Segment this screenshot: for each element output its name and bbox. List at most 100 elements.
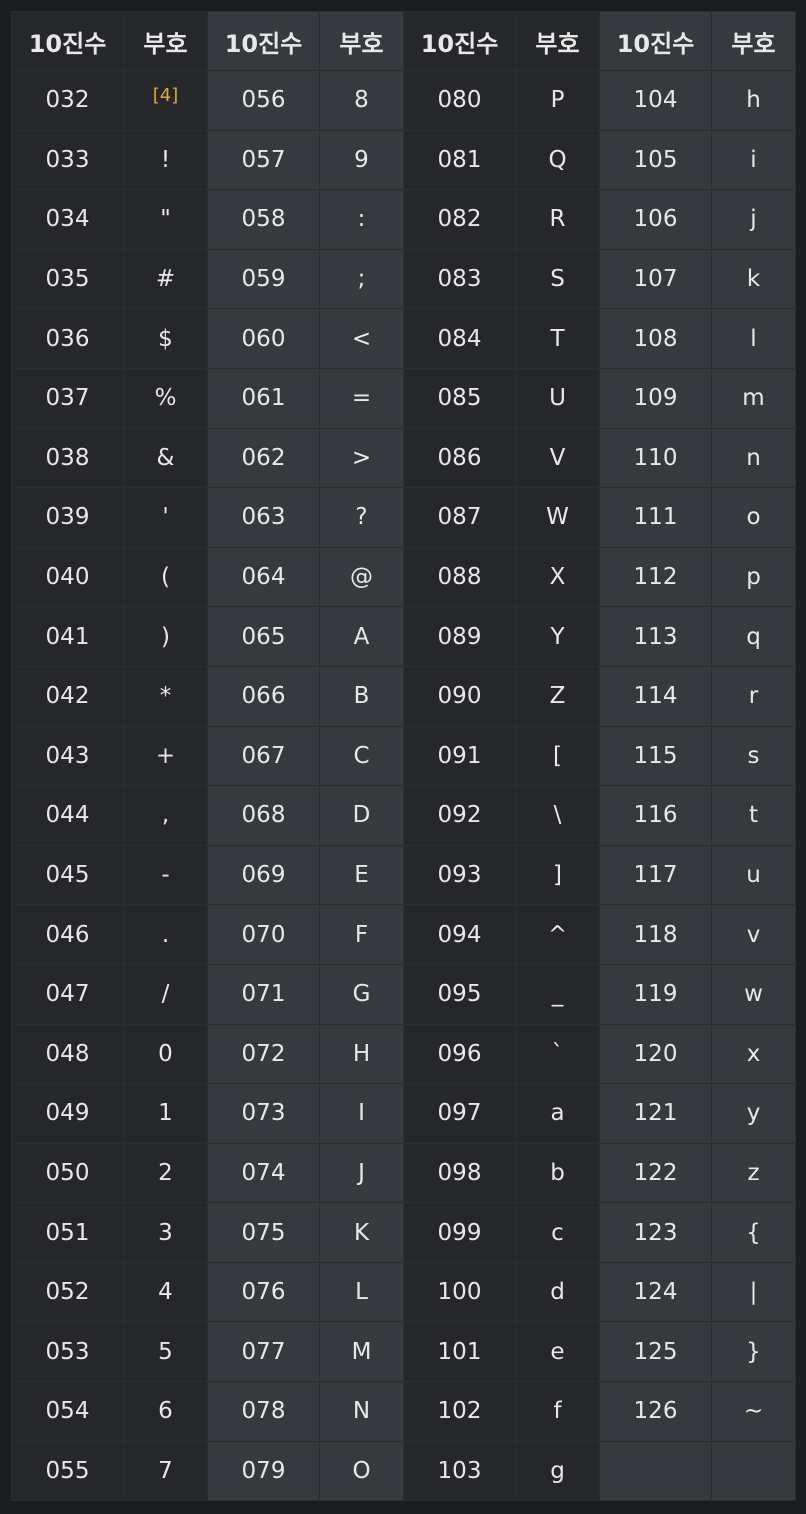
- symbol-cell: I: [319, 1083, 404, 1144]
- symbol-cell: z: [711, 1142, 796, 1204]
- symbol-cell: N: [319, 1381, 404, 1442]
- decimal-cell: 070: [207, 904, 320, 965]
- decimal-cell: 066: [207, 665, 320, 727]
- symbol-header: 부호: [123, 11, 208, 71]
- decimal-header: 10진수: [403, 11, 516, 71]
- decimal-cell: [599, 1440, 712, 1502]
- decimal-cell: 092: [403, 785, 516, 846]
- decimal-cell: 068: [207, 785, 320, 846]
- decimal-cell: 037: [11, 367, 124, 429]
- symbol-cell: >: [319, 427, 404, 489]
- symbol-cell: p: [711, 546, 796, 608]
- table-row: 052 4 076 L 100 d 124 |: [11, 1261, 796, 1323]
- symbol-cell: &: [123, 427, 208, 489]
- symbol-cell: {: [711, 1202, 796, 1263]
- decimal-cell: 091: [403, 725, 516, 787]
- table-row: 050 2 074 J 098 b 122 z: [11, 1142, 796, 1204]
- decimal-cell: 041: [11, 606, 124, 667]
- decimal-cell: 111: [599, 487, 712, 548]
- decimal-cell: 077: [207, 1321, 320, 1383]
- symbol-cell: B: [319, 665, 404, 727]
- symbol-cell: [4]: [123, 70, 208, 131]
- symbol-cell: o: [711, 487, 796, 548]
- symbol-cell: |: [711, 1261, 796, 1323]
- header-row: 10진수 부호 10진수 부호 10진수 부호 10진수 부호: [11, 11, 796, 71]
- decimal-cell: 089: [403, 606, 516, 667]
- symbol-cell: G: [319, 963, 404, 1025]
- symbol-cell: C: [319, 725, 404, 787]
- decimal-cell: 104: [599, 70, 712, 131]
- decimal-cell: 098: [403, 1142, 516, 1204]
- decimal-cell: 059: [207, 248, 320, 310]
- symbol-cell: D: [319, 785, 404, 846]
- symbol-cell: a: [515, 1083, 600, 1144]
- symbol-cell: 1: [123, 1083, 208, 1144]
- symbol-cell: K: [319, 1202, 404, 1263]
- decimal-cell: 039: [11, 487, 124, 548]
- symbol-cell: ): [123, 606, 208, 667]
- symbol-cell: 5: [123, 1321, 208, 1383]
- symbol-cell: E: [319, 844, 404, 906]
- decimal-cell: 038: [11, 427, 124, 489]
- decimal-header: 10진수: [11, 11, 124, 71]
- symbol-cell: \: [515, 785, 600, 846]
- decimal-cell: 090: [403, 665, 516, 727]
- table-row: 035 #059; 083 S 107 k: [11, 248, 796, 310]
- table-row: 045-069 E 093] 117 u: [11, 844, 796, 906]
- decimal-cell: 043: [11, 725, 124, 787]
- decimal-cell: 093: [403, 844, 516, 906]
- decimal-cell: 086: [403, 427, 516, 489]
- decimal-cell: 121: [599, 1083, 712, 1144]
- table-row: 041) 065 A 089 Y 113 q: [11, 606, 796, 667]
- decimal-cell: 083: [403, 248, 516, 310]
- decimal-cell: 036: [11, 308, 124, 369]
- symbol-cell: S: [515, 248, 600, 310]
- symbol-header: 부호: [711, 11, 796, 71]
- decimal-cell: 072: [207, 1023, 320, 1085]
- table-row: 053 5 077 M 101 e 125}: [11, 1321, 796, 1383]
- symbol-cell: (: [123, 546, 208, 608]
- decimal-cell: 051: [11, 1202, 124, 1263]
- table-row: 036 $060 <084 T 108 l: [11, 308, 796, 369]
- symbol-cell: ": [123, 189, 208, 250]
- decimal-cell: 062: [207, 427, 320, 489]
- symbol-cell: `: [515, 1023, 600, 1085]
- decimal-header: 10진수: [207, 11, 320, 71]
- decimal-cell: 102: [403, 1381, 516, 1442]
- decimal-cell: 095: [403, 963, 516, 1025]
- symbol-cell: *: [123, 665, 208, 727]
- ascii-code-table: 10진수 부호 10진수 부호 10진수 부호 10진수 부호 0 32 [4] 05…: [11, 11, 796, 1502]
- decimal-cell: 110: [599, 427, 712, 489]
- symbol-header: 부호: [319, 11, 404, 71]
- symbol-cell: 8: [319, 70, 404, 131]
- decimal-cell: 113: [599, 606, 712, 667]
- decimal-cell: 052: [11, 1261, 124, 1323]
- symbol-cell: h: [711, 70, 796, 131]
- decimal-cell: 042: [11, 665, 124, 727]
- decimal-cell: 033: [11, 129, 124, 191]
- decimal-cell: 116: [599, 785, 712, 846]
- symbol-cell: 3: [123, 1202, 208, 1263]
- symbol-cell: u: [711, 844, 796, 906]
- symbol-cell: 2: [123, 1142, 208, 1204]
- decimal-cell: 112: [599, 546, 712, 608]
- symbol-cell: j: [711, 189, 796, 250]
- decimal-cell: 071: [207, 963, 320, 1025]
- symbol-cell: 0: [123, 1023, 208, 1085]
- decimal-cell: 082: [403, 189, 516, 250]
- symbol-cell: }: [711, 1321, 796, 1383]
- decimal-cell: 053: [11, 1321, 124, 1383]
- decimal-cell: 055: [11, 1440, 124, 1502]
- decimal-cell: 117: [599, 844, 712, 906]
- symbol-cell: g: [515, 1440, 600, 1502]
- footnote-reference-link[interactable]: [4]: [152, 85, 179, 107]
- table-row: 034 " 058:082 R 106 j: [11, 189, 796, 250]
- decimal-cell: 115: [599, 725, 712, 787]
- decimal-cell: 080: [403, 70, 516, 131]
- table-row: 042 * 066 B 090 Z 114 r: [11, 665, 796, 727]
- symbol-cell: T: [515, 308, 600, 369]
- table-row: 043 +067 C 091[115 s: [11, 725, 796, 787]
- symbol-cell: l: [711, 308, 796, 369]
- decimal-cell: 065: [207, 606, 320, 667]
- symbol-cell: O: [319, 1440, 404, 1502]
